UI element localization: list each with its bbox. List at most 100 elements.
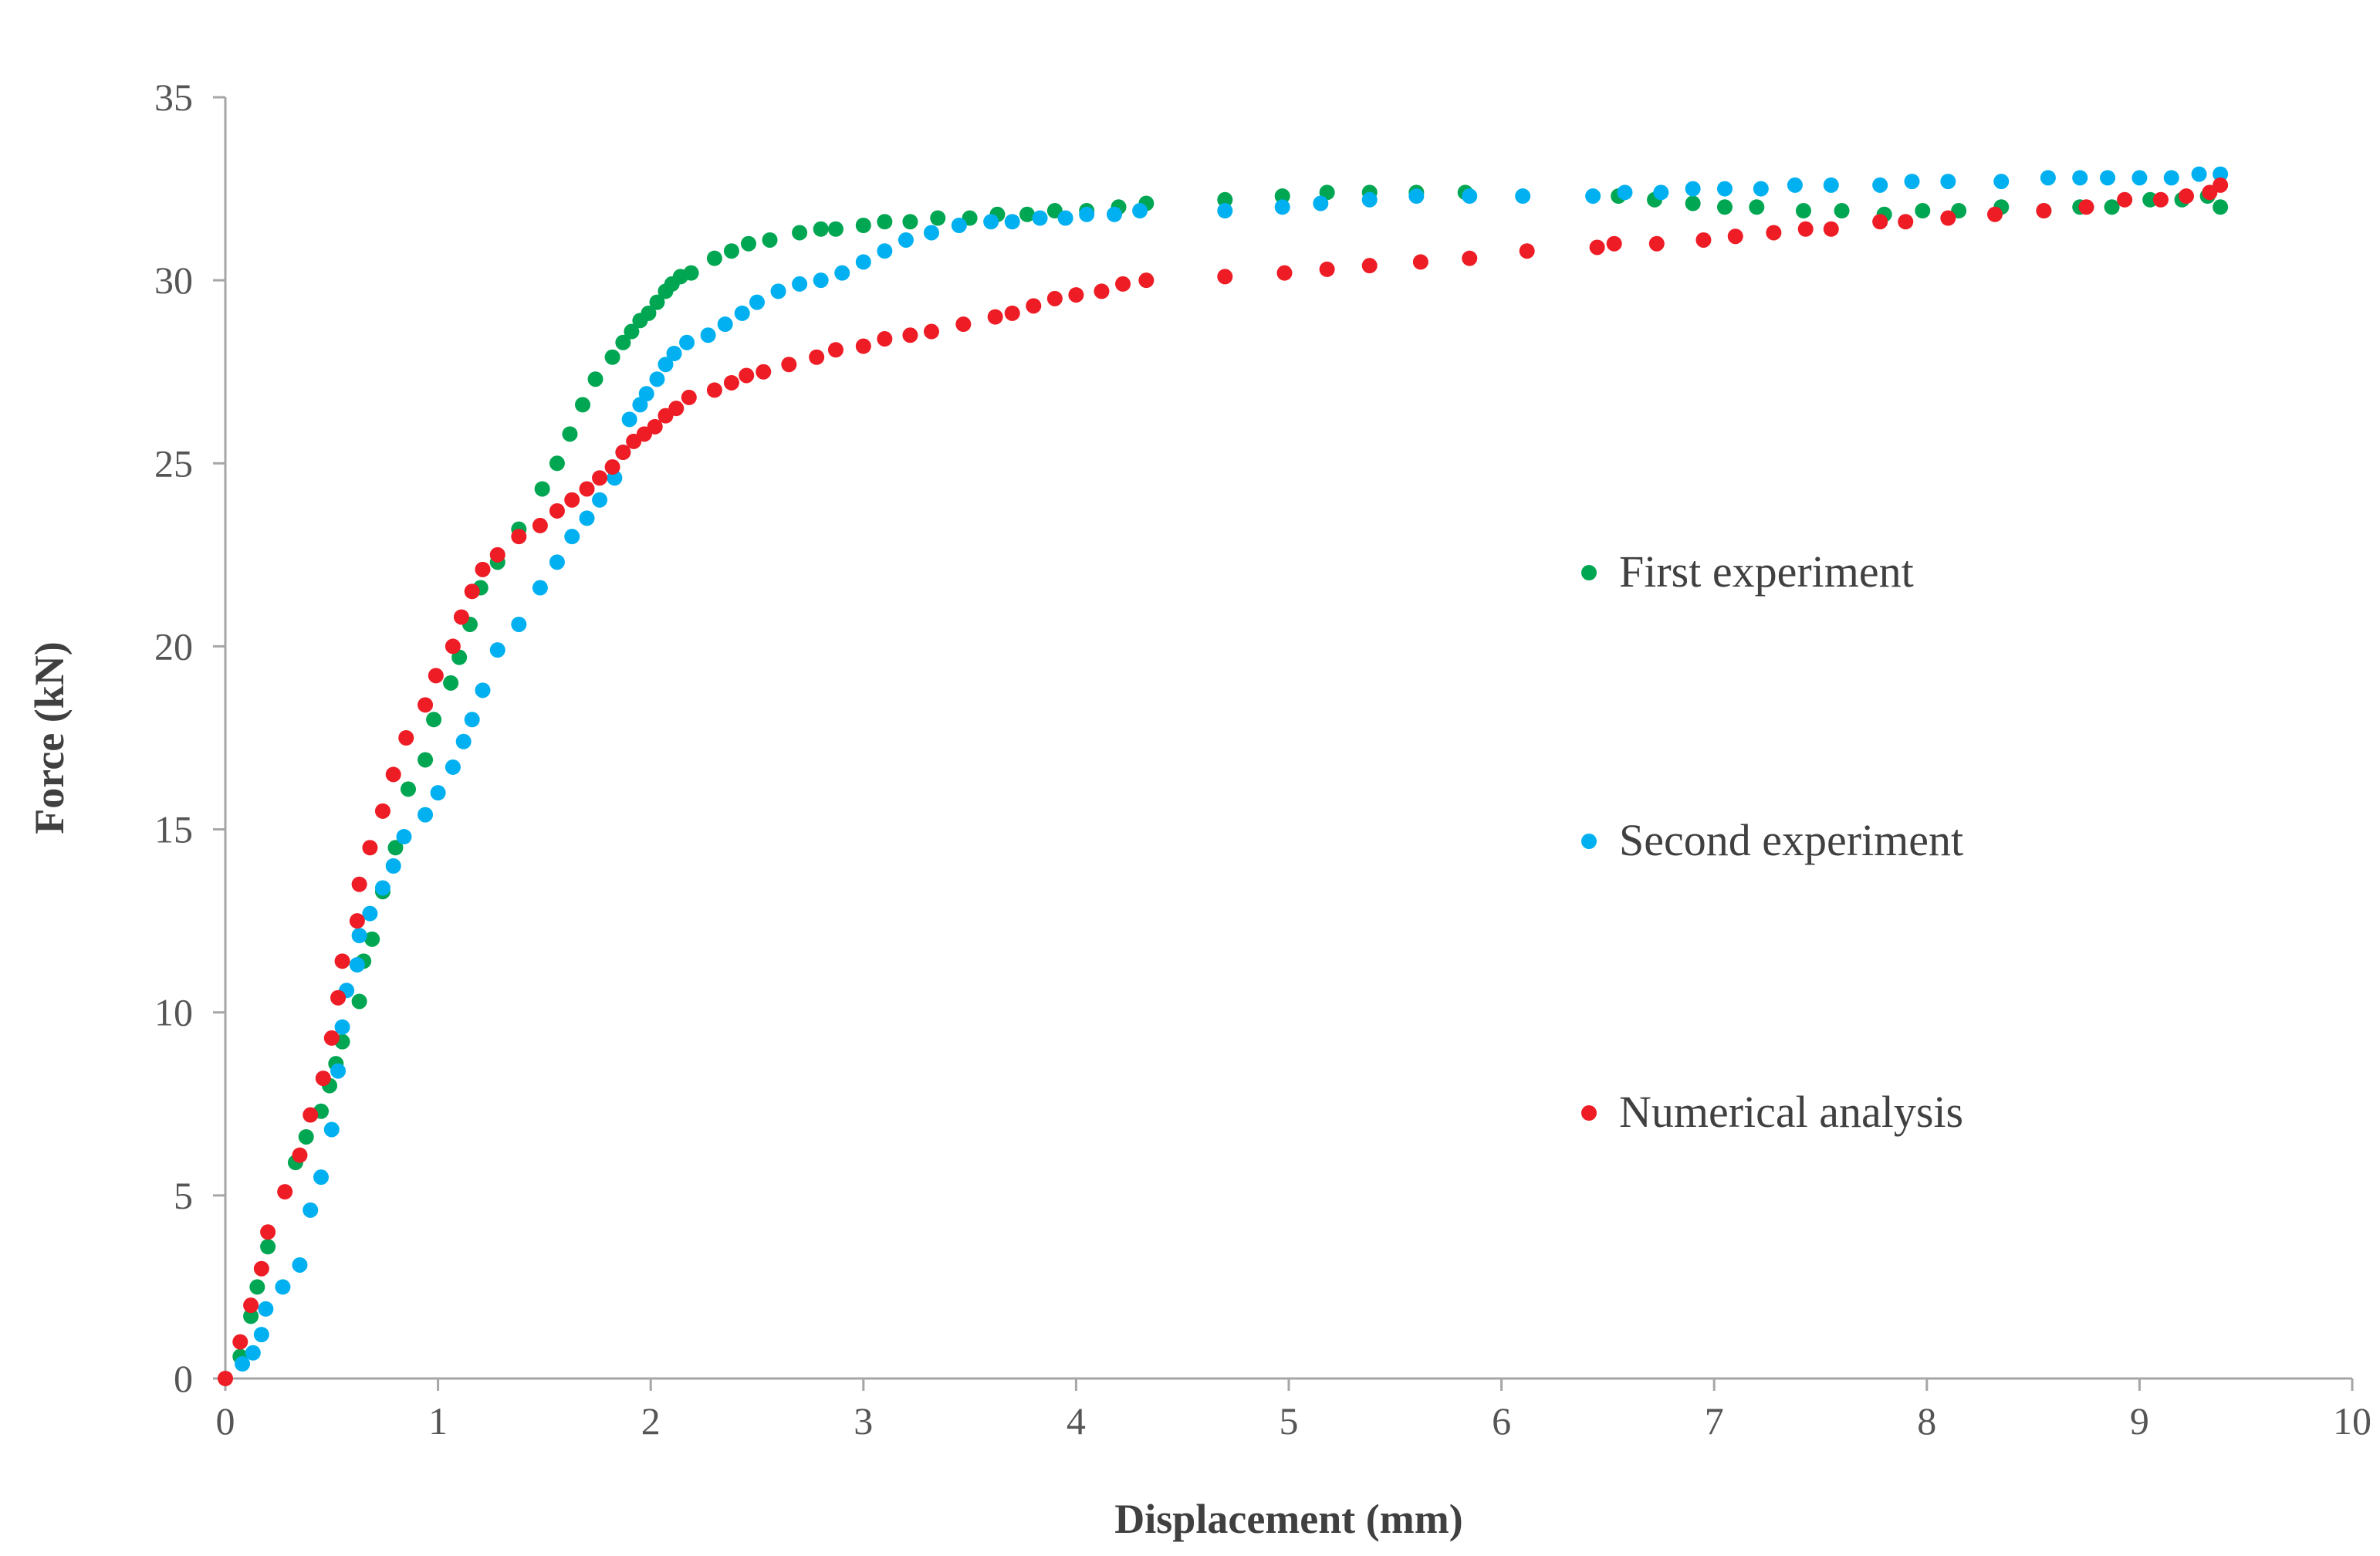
- data-point-numerical-analysis: [681, 389, 697, 405]
- data-point-second-experiment: [2191, 166, 2207, 182]
- data-point-first-experiment: [740, 235, 756, 252]
- y-ticks: 0 5 10 15 20 25 30 35: [154, 76, 225, 1400]
- data-point-second-experiment: [489, 642, 505, 658]
- data-point-first-experiment: [1716, 199, 1733, 215]
- data-point-first-experiment: [2142, 191, 2159, 208]
- data-point-second-experiment: [374, 880, 390, 896]
- data-point-numerical-analysis: [1094, 283, 1110, 299]
- data-point-second-experiment: [362, 905, 378, 922]
- data-point-second-experiment: [649, 371, 665, 387]
- data-point-numerical-analysis: [809, 349, 825, 365]
- data-point-second-experiment: [666, 346, 682, 361]
- data-point-first-experiment: [827, 221, 843, 237]
- data-point-second-experiment: [658, 357, 674, 373]
- data-point-numerical-analysis: [781, 357, 797, 373]
- y-tick-label: 25: [154, 441, 193, 485]
- data-point-first-experiment: [1915, 203, 1931, 219]
- data-point-numerical-analysis: [1068, 287, 1084, 303]
- data-point-numerical-analysis: [1695, 232, 1712, 248]
- data-point-numerical-analysis: [1872, 214, 1888, 230]
- data-point-second-experiment: [1132, 203, 1148, 219]
- data-point-numerical-analysis: [1648, 235, 1665, 252]
- data-point-second-experiment: [1585, 188, 1601, 205]
- data-point-numerical-analysis: [1138, 272, 1155, 289]
- data-point-second-experiment: [1107, 206, 1123, 222]
- x-tick-label: 7: [1705, 1399, 1724, 1443]
- data-point-second-experiment: [592, 492, 608, 508]
- x-tick-label: 0: [216, 1399, 235, 1443]
- data-point-numerical-analysis: [1217, 269, 1233, 285]
- data-point-first-experiment: [683, 265, 699, 281]
- data-point-numerical-analysis: [1606, 235, 1622, 252]
- data-point-numerical-analysis: [1940, 210, 1956, 226]
- data-point-numerical-analysis: [232, 1334, 248, 1350]
- data-point-first-experiment: [1795, 203, 1811, 219]
- data-point-numerical-analysis: [1519, 243, 1535, 259]
- data-points: [218, 166, 2229, 1386]
- data-point-first-experiment: [249, 1279, 265, 1295]
- y-tick-label: 35: [154, 76, 193, 119]
- x-tick-label: 6: [1492, 1399, 1511, 1443]
- x-tick-label: 2: [641, 1399, 661, 1443]
- data-point-numerical-analysis: [1898, 214, 1914, 230]
- y-axis-title: Force (kN): [26, 641, 73, 834]
- data-point-first-experiment: [723, 243, 739, 259]
- data-point-second-experiment: [475, 682, 491, 699]
- data-point-numerical-analysis: [398, 730, 414, 746]
- data-point-numerical-analysis: [923, 323, 939, 340]
- data-point-first-experiment: [387, 840, 404, 856]
- data-point-numerical-analysis: [592, 470, 608, 486]
- data-point-first-experiment: [2213, 199, 2229, 215]
- data-point-second-experiment: [351, 928, 367, 944]
- data-point-second-experiment: [430, 785, 446, 801]
- data-point-numerical-analysis: [464, 584, 480, 600]
- data-point-numerical-analysis: [2117, 191, 2133, 208]
- data-point-first-experiment: [2104, 199, 2120, 215]
- data-point-second-experiment: [700, 327, 716, 343]
- data-point-second-experiment: [1904, 174, 1920, 190]
- legend-item-second-experiment: Second experiment: [1581, 815, 1963, 865]
- data-point-second-experiment: [877, 243, 893, 259]
- data-point-first-experiment: [562, 426, 578, 442]
- data-point-second-experiment: [770, 283, 786, 299]
- data-point-second-experiment: [2040, 170, 2056, 186]
- data-point-second-experiment: [1993, 174, 2010, 190]
- data-point-first-experiment: [243, 1308, 259, 1324]
- x-tick-label: 5: [1280, 1399, 1299, 1443]
- data-point-second-experiment: [1787, 177, 1803, 193]
- data-point-second-experiment: [1716, 181, 1733, 197]
- data-point-second-experiment: [1872, 177, 1888, 193]
- data-point-numerical-analysis: [334, 953, 350, 969]
- data-point-second-experiment: [1057, 210, 1073, 226]
- data-point-numerical-analysis: [349, 913, 365, 929]
- data-point-numerical-analysis: [1412, 254, 1428, 270]
- series-second-experiment: [235, 166, 2229, 1372]
- data-point-second-experiment: [734, 305, 750, 321]
- data-point-numerical-analysis: [323, 1030, 340, 1046]
- data-point-first-experiment: [364, 931, 380, 947]
- data-point-second-experiment: [1617, 184, 1633, 201]
- data-point-second-experiment: [792, 276, 808, 292]
- data-point-numerical-analysis: [453, 609, 469, 625]
- data-point-numerical-analysis: [428, 668, 444, 684]
- data-point-numerical-analysis: [1766, 225, 1782, 241]
- data-point-first-experiment: [418, 752, 434, 768]
- data-point-numerical-analysis: [604, 459, 620, 475]
- data-point-numerical-analysis: [877, 331, 893, 347]
- data-point-first-experiment: [1749, 199, 1765, 215]
- data-point-second-experiment: [813, 272, 829, 289]
- data-point-second-experiment: [1032, 210, 1048, 226]
- data-point-second-experiment: [923, 225, 939, 241]
- y-tick-label: 20: [154, 624, 193, 668]
- data-point-numerical-analysis: [1727, 228, 1743, 245]
- data-point-second-experiment: [1217, 203, 1233, 219]
- data-point-numerical-analysis: [564, 492, 580, 508]
- data-point-numerical-analysis: [253, 1260, 269, 1277]
- data-point-numerical-analysis: [668, 401, 685, 417]
- legend-marker-first: [1581, 565, 1597, 580]
- x-tick-label: 10: [2333, 1399, 2372, 1443]
- data-point-second-experiment: [2213, 166, 2229, 182]
- data-point-numerical-analysis: [475, 561, 491, 577]
- data-point-numerical-analysis: [1046, 290, 1063, 306]
